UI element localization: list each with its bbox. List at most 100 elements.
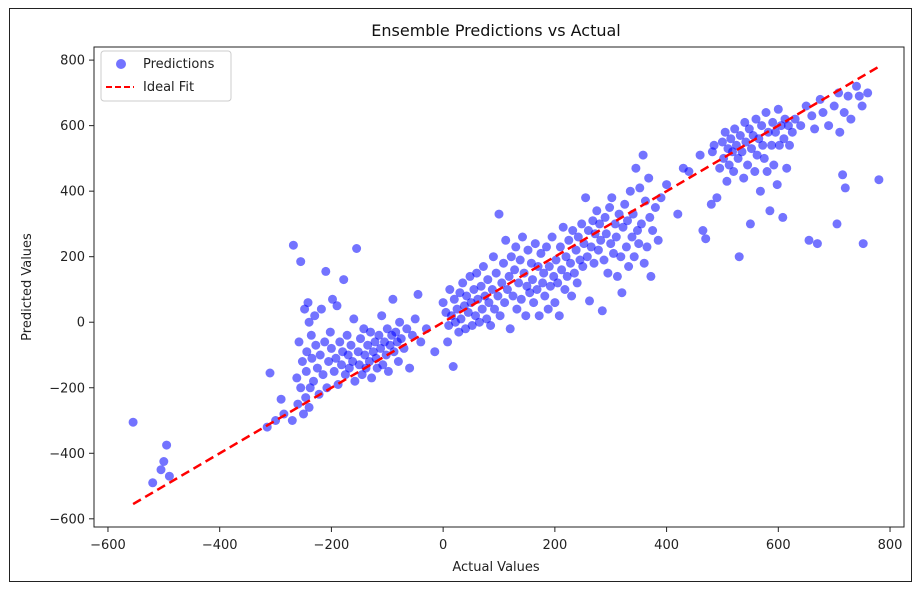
prediction-point [625,186,635,196]
prediction-point [456,314,466,324]
prediction-point [599,255,609,265]
prediction-point [288,240,298,250]
prediction-point [346,340,356,350]
prediction-point [569,268,579,278]
prediction-point [601,229,611,239]
prediction-point [810,124,820,134]
prediction-point [500,298,510,308]
prediction-point [612,271,622,281]
prediction-point [340,370,350,380]
prediction-point [502,285,512,294]
prediction-point [469,285,479,294]
prediction-point [512,304,522,314]
prediction-point [325,327,335,337]
prediction-point [497,278,507,288]
prediction-point [600,212,610,222]
prediction-point [478,262,488,271]
prediction-point [515,255,525,265]
y-tick-label: −400 [49,447,85,462]
prediction-point [353,347,363,357]
prediction-point [634,239,644,249]
y-tick-label: −600 [49,512,85,527]
prediction-point [311,340,321,350]
prediction-point [331,353,341,363]
prediction-point [735,131,745,140]
y-tick-label: 800 [60,54,85,69]
prediction-point [486,321,496,330]
prediction-point [514,278,524,288]
prediction-point [374,330,384,340]
prediction-point [551,255,561,265]
prediction-point [818,108,828,117]
prediction-point [471,311,480,321]
prediction-point [623,216,632,226]
prediction-point [724,160,734,170]
prediction-point [639,258,649,268]
prediction-point [376,343,386,353]
prediction-point [588,216,598,226]
prediction-point [499,258,508,268]
prediction-point [581,193,591,203]
prediction-point [396,334,406,344]
prediction-point [360,350,370,360]
prediction-point [518,232,527,242]
prediction-point [445,285,455,294]
prediction-point [329,366,339,376]
points-layer [128,81,884,488]
prediction-point [733,153,743,163]
prediction-point [534,311,544,321]
prediction-point [413,289,423,299]
prediction-point [405,363,415,373]
prediction-point [673,209,683,219]
prediction-point [156,465,166,475]
prediction-point [529,298,539,308]
prediction-point [554,311,564,321]
prediction-point [297,357,307,366]
prediction-point [321,266,331,276]
prediction-point [653,235,663,245]
prediction-point [648,226,658,235]
prediction-point [352,244,362,253]
prediction-point [391,327,401,337]
prediction-point [303,298,313,308]
prediction-point [740,117,750,127]
prediction-point [852,81,861,91]
prediction-point [726,134,736,144]
prediction-point [309,376,318,386]
prediction-point [857,101,867,111]
prediction-point [326,343,336,353]
prediction-point [636,219,646,229]
prediction-point [304,402,314,412]
prediction-point [754,134,764,144]
prediction-point [785,140,794,150]
prediction-point [493,291,503,301]
prediction-point [543,304,553,314]
prediction-point [722,176,732,186]
prediction-point [758,140,768,150]
prediction-point [542,242,551,252]
prediction-point [595,219,605,229]
prediction-point [572,278,582,288]
prediction-point [752,150,762,160]
prediction-point [318,370,328,380]
prediction-point [829,101,839,111]
prediction-point [568,226,578,235]
prediction-point [335,337,345,347]
prediction-point [846,114,856,124]
prediction-point [644,173,654,183]
prediction-point [448,362,458,371]
prediction-point [315,350,325,360]
prediction-point [328,294,337,304]
prediction-point [294,337,304,347]
prediction-point [750,167,760,176]
prediction-point [734,252,744,262]
prediction-point [302,347,312,357]
prediction-point [501,235,511,245]
prediction-point [629,252,639,262]
prediction-point [324,357,334,366]
prediction-point [304,317,314,327]
ideal-fit-line [132,65,880,506]
prediction-point [148,478,158,488]
prediction-point [720,127,730,137]
prediction-point [755,186,765,196]
